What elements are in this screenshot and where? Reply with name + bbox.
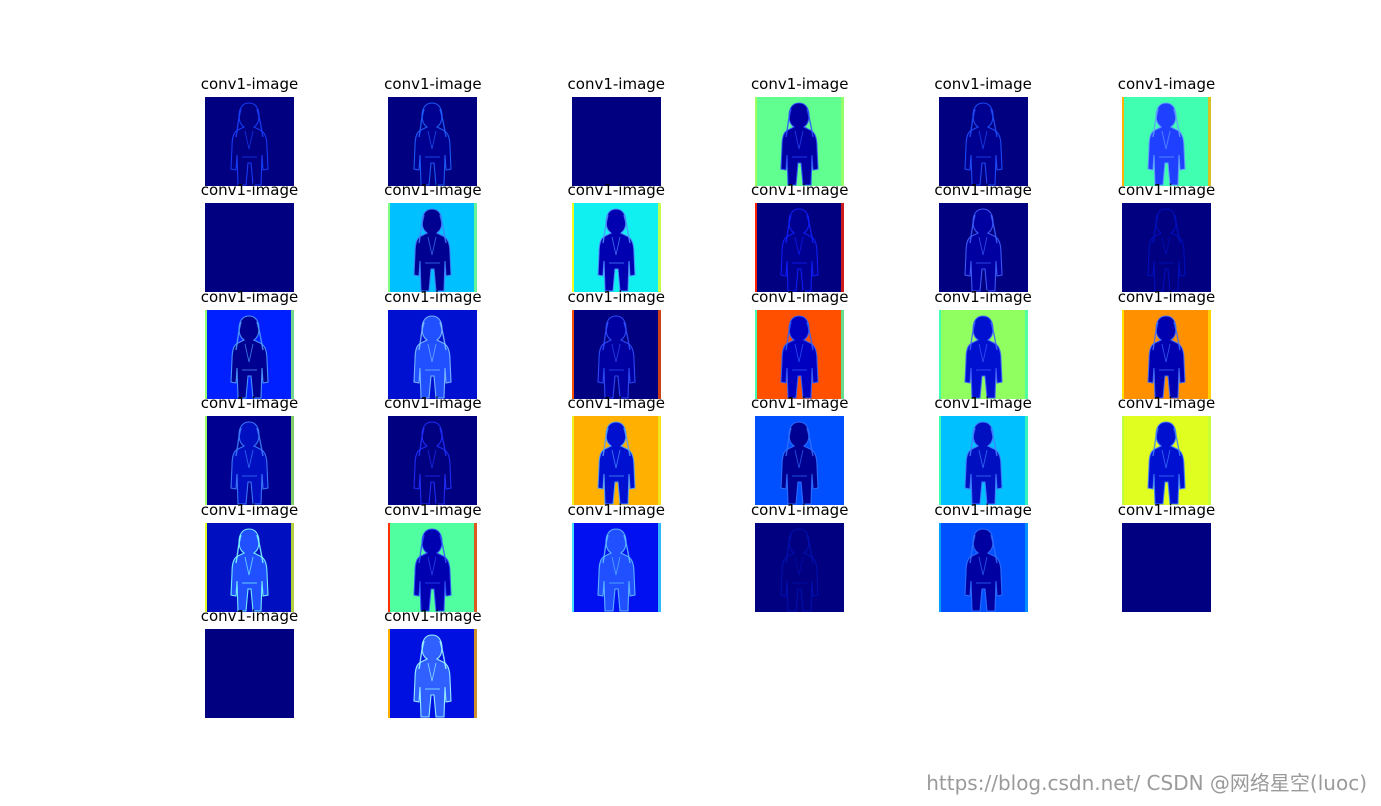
feature-map-image	[388, 203, 478, 293]
feature-map-image	[388, 629, 478, 718]
feature-map-image	[388, 309, 478, 399]
panel-title: conv1-image	[567, 500, 666, 519]
panel-title: conv1-image	[384, 287, 482, 306]
panel-title: conv1-image	[1117, 394, 1216, 413]
feature-map-image	[755, 309, 845, 399]
feature-map-image	[755, 203, 845, 293]
panel-title: conv1-image	[567, 287, 666, 306]
panel-title: conv1-image	[567, 394, 666, 413]
feature-map-image	[388, 416, 478, 506]
feature-map-image	[938, 522, 1028, 612]
panel-title: conv1-image	[1117, 181, 1216, 200]
feature-map-image	[755, 522, 845, 612]
feature-map-image	[938, 309, 1028, 399]
feature-map-image	[388, 522, 478, 612]
feature-map-image	[205, 629, 294, 718]
feature-map-image	[1122, 416, 1211, 506]
feature-map-image	[205, 416, 294, 506]
feature-map-image	[205, 203, 294, 293]
panel-title: conv1-image	[200, 394, 299, 413]
panel-title: conv1-image	[750, 394, 849, 413]
feature-map-image	[1122, 309, 1211, 399]
panel-title: conv1-image	[384, 75, 482, 93]
panel-title: conv1-image	[934, 287, 1032, 306]
panel-title: conv1-image	[934, 75, 1032, 93]
panel-title: conv1-image	[934, 394, 1032, 413]
feature-map-image	[205, 309, 294, 399]
panel-title: conv1-image	[200, 500, 299, 519]
feature-map-image	[388, 97, 478, 186]
panel-title: conv1-image	[1117, 500, 1216, 519]
panel-title: conv1-image	[934, 181, 1032, 200]
panel-title: conv1-image	[200, 287, 299, 306]
panel-title: conv1-image	[750, 287, 849, 306]
feature-map-image	[571, 203, 661, 293]
feature-map-image	[1122, 522, 1211, 612]
panel-title: conv1-image	[567, 75, 666, 93]
watermark-text: https://blog.csdn.net/ CSDN @网络星空(luoc)	[926, 771, 1367, 795]
watermark: https://blog.csdn.net/ CSDN @网络星空(luoc)	[926, 767, 1367, 796]
feature-map-image	[205, 97, 294, 186]
feature-map-image	[755, 416, 845, 506]
feature-map-image	[938, 97, 1028, 186]
feature-map-image	[938, 416, 1028, 506]
feature-map-image	[205, 522, 294, 612]
panel-title: conv1-image	[750, 75, 849, 93]
panel-title: conv1-image	[934, 500, 1032, 519]
panel-title: conv1-image	[567, 181, 666, 200]
feature-map-image	[571, 522, 661, 612]
panel-title: conv1-image	[750, 500, 849, 519]
feature-map-image	[938, 203, 1028, 293]
feature-map-image	[571, 309, 661, 399]
panel-title: conv1-image	[200, 181, 299, 200]
feature-map-image	[1122, 97, 1211, 186]
feature-map-image	[1122, 203, 1211, 293]
panel-title: conv1-image	[384, 181, 482, 200]
feature-map-image	[571, 416, 661, 506]
feature-map-image	[571, 97, 661, 186]
panel-title: conv1-image	[384, 394, 482, 413]
panel-title: conv1-image	[200, 607, 299, 625]
feature-map-image	[755, 97, 845, 186]
panel-title: conv1-image	[384, 500, 482, 519]
panel-title: conv1-image	[750, 181, 849, 200]
panel-title: conv1-image	[1117, 75, 1216, 93]
panel-title: conv1-image	[200, 75, 299, 93]
panel-title: conv1-image	[384, 607, 482, 625]
panel-title: conv1-image	[1117, 287, 1216, 306]
